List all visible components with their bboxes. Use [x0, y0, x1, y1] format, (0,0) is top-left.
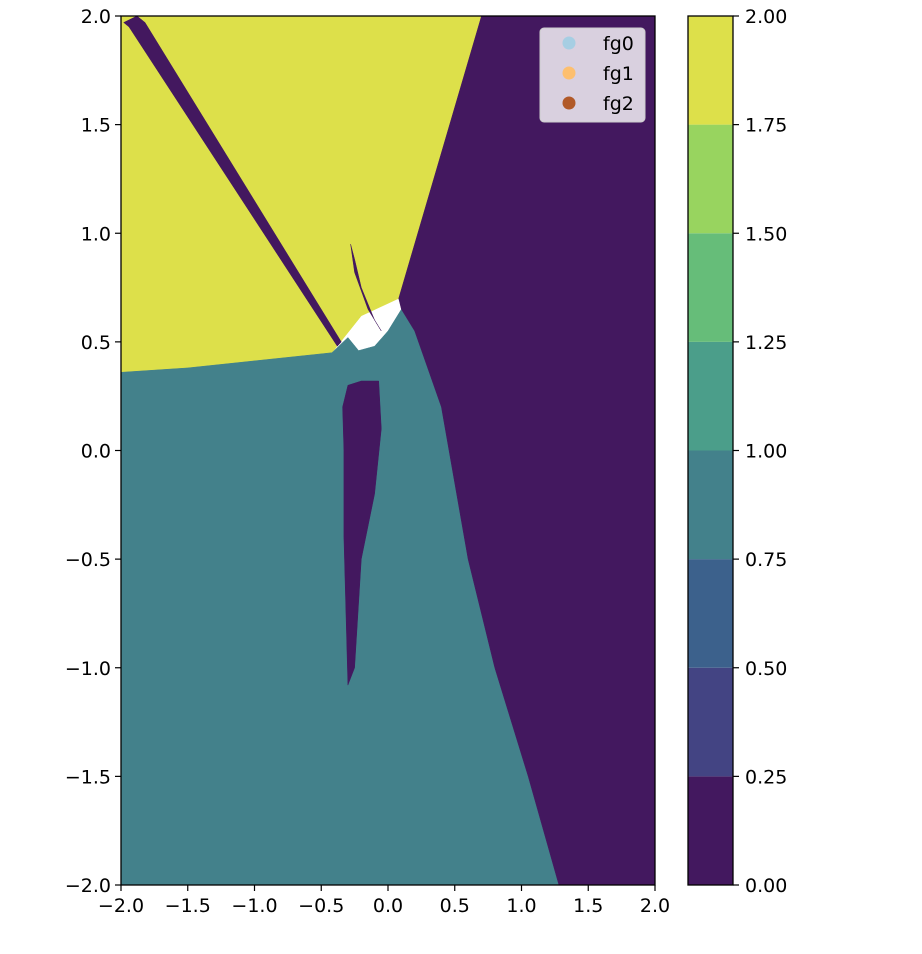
x-axis: −2.0 −1.5 −1.0 −0.5 0.0 0.5 1.0 1.5 2.0	[98, 885, 670, 917]
colorbar-band	[688, 341, 733, 451]
colorbar-bands	[688, 16, 733, 885]
x-tick-label: 0.5	[440, 895, 470, 917]
x-tick-label: 1.5	[573, 895, 603, 917]
y-tick-label: −1.5	[65, 766, 111, 788]
colorbar-band	[688, 559, 733, 668]
region-class-0-4	[342, 380, 382, 686]
colorbar-tick-label: 0.00	[745, 875, 787, 897]
x-tick-label: −2.0	[98, 895, 144, 917]
colorbar-band	[688, 450, 733, 560]
y-tick-label: 2.0	[81, 6, 111, 28]
colorbar-tick-label: 1.75	[745, 115, 787, 137]
x-tick-label: 1.0	[506, 895, 536, 917]
colorbar-tick-label: 2.00	[745, 6, 787, 28]
colorbar-band	[688, 16, 733, 125]
legend-entries: fg0 fg1 fg2	[562, 33, 634, 115]
x-tick-label: −1.5	[165, 895, 211, 917]
colorbar-tick-label: 1.00	[745, 441, 787, 463]
colorbar: 0.00 0.25 0.50 0.75 1.00 1.25 1.50 1.75 2.00	[687, 6, 787, 897]
legend-marker-fg1	[562, 66, 576, 80]
legend-label-fg2: fg2	[603, 93, 634, 115]
colorbar-tick-label: 0.50	[745, 658, 787, 680]
colorbar-band	[688, 124, 733, 234]
colorbar-tick-label: 1.50	[745, 223, 787, 245]
legend-marker-fg0	[562, 36, 576, 50]
colorbar-band	[688, 667, 733, 777]
colorbar-tick-label: 0.75	[745, 549, 787, 571]
legend-label-fg1: fg1	[603, 63, 634, 85]
colorbar-tick-label: 0.25	[745, 766, 787, 788]
x-tick-label: 2.0	[640, 895, 670, 917]
colorbar-tick-label: 1.25	[745, 332, 787, 354]
x-tick-label: −1.0	[231, 895, 277, 917]
y-tick-label: 1.0	[81, 223, 111, 245]
region-class-0-5	[350, 244, 382, 332]
colorbar-band	[688, 776, 733, 885]
y-tick-label: −2.0	[65, 875, 111, 897]
y-axis: 2.0 1.5 1.0 0.5 0.0 −0.5 −1.0 −1.5 −2.0	[65, 6, 121, 897]
x-tick-label: 0.0	[373, 895, 403, 917]
colorbar-band	[688, 233, 733, 342]
y-tick-label: −0.5	[65, 549, 111, 571]
plot-area	[120, 15, 656, 886]
legend-label-fg0: fg0	[603, 33, 634, 55]
legend-marker-fg2	[562, 96, 576, 110]
y-tick-label: 1.5	[81, 115, 111, 137]
y-tick-label: 0.0	[81, 441, 111, 463]
x-tick-label: −0.5	[298, 895, 344, 917]
y-tick-label: −1.0	[65, 658, 111, 680]
y-tick-label: 0.5	[81, 332, 111, 354]
legend: fg0 fg1 fg2	[539, 27, 646, 123]
colorbar-ticks: 0.00 0.25 0.50 0.75 1.00 1.25 1.50 1.75 2.00	[733, 6, 787, 897]
decision-regions	[120, 15, 656, 886]
